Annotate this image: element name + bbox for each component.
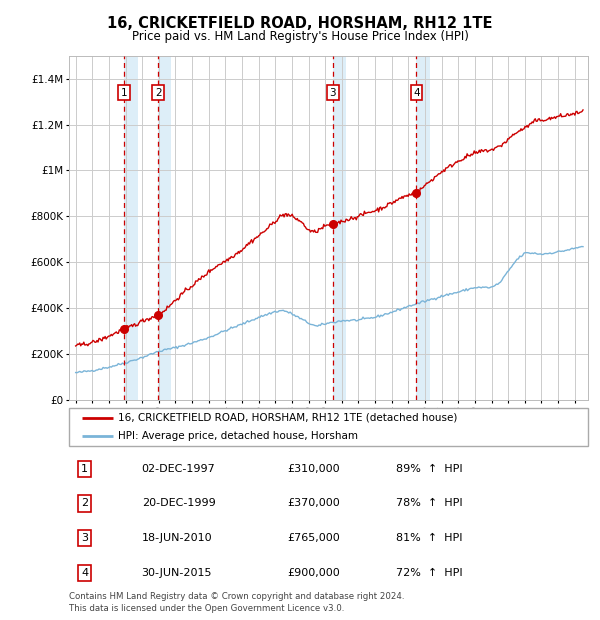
Text: 16, CRICKETFIELD ROAD, HORSHAM, RH12 1TE: 16, CRICKETFIELD ROAD, HORSHAM, RH12 1TE [107, 16, 493, 30]
Text: 3: 3 [329, 87, 336, 97]
Text: 89%  ↑  HPI: 89% ↑ HPI [396, 464, 463, 474]
Text: 81%  ↑  HPI: 81% ↑ HPI [396, 533, 463, 543]
Bar [158, 56, 172, 400]
Text: 4: 4 [81, 568, 88, 578]
Text: 2: 2 [155, 87, 161, 97]
Text: 1: 1 [121, 87, 128, 97]
Bar [124, 56, 137, 400]
Text: 18-JUN-2010: 18-JUN-2010 [142, 533, 212, 543]
Text: 02-DEC-1997: 02-DEC-1997 [142, 464, 215, 474]
Text: Contains HM Land Registry data © Crown copyright and database right 2024.
This d: Contains HM Land Registry data © Crown c… [69, 591, 404, 613]
Text: 20-DEC-1999: 20-DEC-1999 [142, 498, 215, 508]
Text: 2: 2 [81, 498, 88, 508]
Text: 3: 3 [81, 533, 88, 543]
Text: 4: 4 [413, 87, 420, 97]
Text: £900,000: £900,000 [287, 568, 340, 578]
Text: HPI: Average price, detached house, Horsham: HPI: Average price, detached house, Hors… [118, 431, 358, 441]
Text: 1: 1 [81, 464, 88, 474]
Text: £370,000: £370,000 [287, 498, 340, 508]
Text: Price paid vs. HM Land Registry's House Price Index (HPI): Price paid vs. HM Land Registry's House … [131, 30, 469, 43]
Bar [333, 56, 346, 400]
Text: 30-JUN-2015: 30-JUN-2015 [142, 568, 212, 578]
Text: £765,000: £765,000 [287, 533, 340, 543]
Text: 72%  ↑  HPI: 72% ↑ HPI [396, 568, 463, 578]
Text: 16, CRICKETFIELD ROAD, HORSHAM, RH12 1TE (detached house): 16, CRICKETFIELD ROAD, HORSHAM, RH12 1TE… [118, 412, 458, 423]
Text: 78%  ↑  HPI: 78% ↑ HPI [396, 498, 463, 508]
Bar [416, 56, 430, 400]
Text: £310,000: £310,000 [287, 464, 340, 474]
